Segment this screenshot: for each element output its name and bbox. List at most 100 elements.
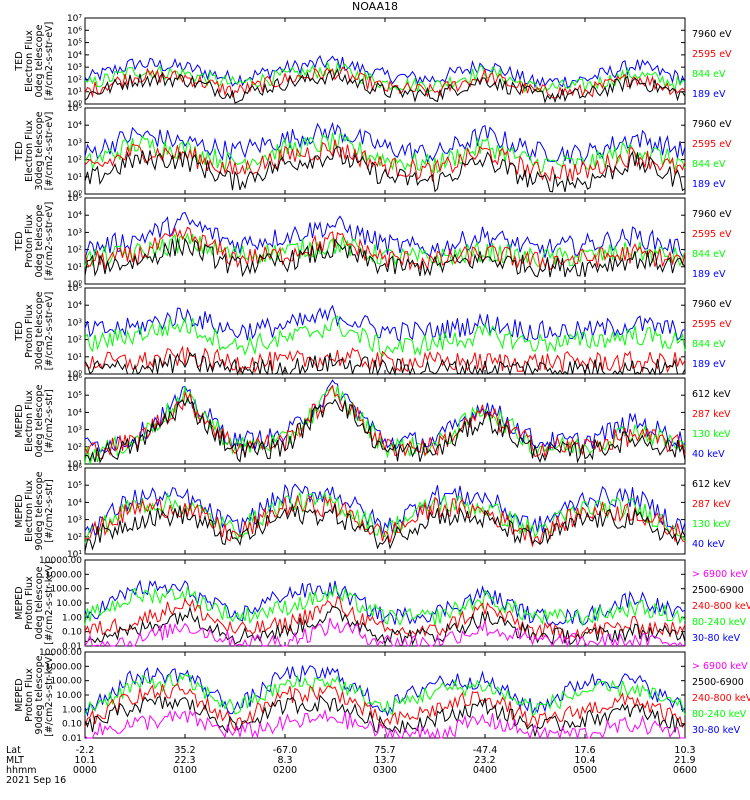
ytick-label: 10²: [67, 246, 82, 256]
ytick-label: 10¹: [67, 88, 82, 98]
ytick-label: 10²: [67, 336, 82, 346]
ylabel-line: 0deg telescope: [34, 384, 45, 457]
ytick-label: 1000.00: [45, 662, 82, 672]
ylabel-line: MEPED: [14, 586, 25, 619]
series-line-7960-ev: [84, 351, 686, 376]
ytick-label: 10⁶: [67, 464, 82, 474]
xaxis-lat-value: 17.6: [574, 745, 596, 756]
xaxis-hhmm-value: 0400: [472, 765, 498, 776]
ytick-label: 10³: [67, 318, 82, 328]
series-line-40-kev: [84, 379, 686, 454]
legend-entry: 30-80 keV: [692, 725, 741, 736]
ytick-label: 10⁰: [67, 280, 82, 290]
series-line--6900-kev: [84, 617, 686, 648]
ylabel-line: [#/cm2-s-str-eV]: [44, 112, 55, 191]
ylabel-line: 90deg telescope: [34, 471, 45, 550]
ylabel-line: 0deg telescope: [34, 566, 45, 639]
ytick-label: 10²: [67, 533, 82, 543]
legend-entry: 2595 eV: [692, 139, 732, 150]
xaxis-lat-value: -67.0: [272, 745, 298, 756]
ytick-label: 10⁴: [67, 51, 82, 61]
series-line-189-ev: [84, 304, 686, 343]
ylabel-line: MEPED: [14, 494, 25, 527]
ytick-label: 10⁴: [67, 408, 82, 418]
legend-entry: 287 keV: [692, 409, 731, 420]
ytick-label: 10000.00: [39, 648, 82, 658]
legend-entry: 844 eV: [692, 339, 726, 350]
series-line-612-kev: [84, 396, 686, 464]
legend-entry: 189 eV: [692, 359, 726, 370]
series-line-80-240-kev: [84, 673, 686, 717]
xaxis-mlt-value: 10.4: [574, 755, 596, 766]
ytick-label: 10²: [67, 75, 82, 85]
ytick-label: 1.00: [62, 705, 82, 715]
ylabel-line: [#/cm2-s-str-eV]: [44, 292, 55, 371]
ytick-label: 10²: [67, 156, 82, 166]
ytick-label: 10¹: [67, 173, 82, 183]
ylabel-line: 30deg telescope: [34, 291, 45, 370]
series-line-189-ev: [84, 121, 686, 166]
legend-entry: 2595 eV: [692, 229, 732, 240]
series-line-287-kev: [84, 384, 686, 460]
ytick-label: 10³: [67, 426, 82, 436]
ylabel-line: 0deg telescope: [34, 204, 45, 277]
xaxis-hhmm-value: 0300: [372, 765, 398, 776]
series-line-240-800-kev: [84, 682, 686, 732]
ylabel-line: [#/cm2-s-str]: [44, 389, 55, 452]
xaxis-hhmm-value: 0500: [572, 765, 598, 776]
ytick-label: 10⁰: [67, 100, 82, 110]
ytick-label: 10⁴: [67, 301, 82, 311]
ytick-label: 10²: [67, 443, 82, 453]
ylabel-line: Electron Flux: [24, 390, 35, 452]
legend-entry: > 6900 keV: [692, 661, 748, 672]
xaxis-hhmm-value: 0600: [672, 765, 698, 776]
legend-entry: 2595 eV: [692, 319, 732, 330]
ytick-label: 0.01: [62, 734, 82, 744]
series-line-30-80-kev: [84, 665, 686, 718]
ytick-label: 10⁰: [67, 190, 82, 200]
legend-entry: 2500-6900: [692, 585, 744, 596]
legend-entry: 7960 eV: [692, 209, 732, 220]
ylabel-line: 90deg telescope: [34, 655, 45, 734]
xaxis-lat-value: -47.4: [472, 745, 498, 756]
series-line-2595-ev: [84, 66, 686, 99]
ytick-label: 10⁶: [67, 26, 82, 36]
series-line--6900-kev: [84, 708, 685, 740]
series-line-2500-6900: [84, 694, 686, 737]
ylabel-line: TED: [14, 231, 25, 251]
ytick-label: 10⁵: [67, 391, 82, 401]
ytick-label: 1.00: [62, 613, 82, 623]
legend-entry: 40 keV: [692, 539, 725, 550]
ylabel-line: Proton Flux: [24, 214, 35, 268]
ylabel-line: Proton Flux: [24, 668, 35, 722]
ytick-label: 10⁵: [67, 284, 82, 294]
legend-entry: 2595 eV: [692, 49, 732, 60]
xaxis-mlt-value: 21.9: [674, 755, 696, 766]
xaxis-hhmm-value: 0000: [72, 765, 98, 776]
ytick-label: 10⁵: [67, 481, 82, 491]
series-line-40-kev: [84, 483, 686, 536]
legend-entry: 2500-6900: [692, 677, 744, 688]
legend-entry: 287 keV: [692, 499, 731, 510]
ytick-label: 10⁵: [67, 104, 82, 114]
xaxis-date: 2021 Sep 16: [6, 775, 67, 786]
ytick-label: 0.10: [62, 628, 82, 638]
ytick-label: 100.00: [51, 585, 83, 595]
legend-entry: 40 keV: [692, 449, 725, 460]
ytick-label: 10.00: [56, 599, 82, 609]
legend-entry: 80-240 keV: [692, 709, 747, 720]
ylabel-line: [#/cm2-s-str-keV]: [44, 561, 55, 645]
legend-entry: 612 keV: [692, 389, 731, 400]
series-line-2595-ev: [84, 345, 686, 375]
xaxis-row-label-mlt: MLT: [6, 755, 24, 766]
series-line-2595-ev: [84, 226, 686, 272]
xaxis-row-label-hhmm: hhmm: [6, 765, 37, 776]
ytick-label: 10⁰: [67, 370, 82, 380]
series-line-189-ev: [84, 55, 686, 89]
panel-frame-1: [84, 107, 686, 195]
ytick-label: 10000.00: [39, 556, 82, 566]
ylabel-line: 30deg telescope: [34, 111, 45, 190]
legend-entry: > 6900 keV: [692, 569, 748, 580]
ytick-label: 10⁴: [67, 121, 82, 131]
